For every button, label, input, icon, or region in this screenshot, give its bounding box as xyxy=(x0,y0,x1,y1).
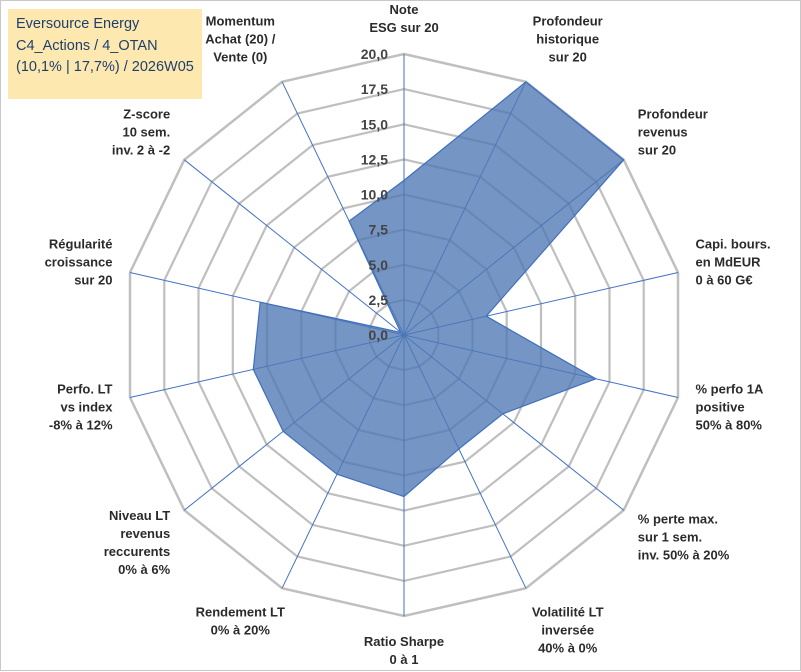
axis-label-11: Régularité croissance sur 20 xyxy=(45,237,113,288)
chart-title-box: Eversource Energy C4_Actions / 4_OTAN (1… xyxy=(8,9,202,99)
axis-label-line: Achat (20) / xyxy=(205,32,275,47)
axis-label-line: Niveau LT xyxy=(109,508,170,523)
axis-label-line: % perte max. xyxy=(638,512,718,527)
axis-label-line: Capi. bours. xyxy=(696,237,771,252)
series-area-0 xyxy=(253,82,623,497)
axis-label-line: croissance xyxy=(45,255,113,270)
radar-series xyxy=(253,82,624,497)
axis-label-3: Capi. bours. en MdEUR 0 à 60 G€ xyxy=(696,237,771,288)
tick-label: 17,5 xyxy=(361,81,388,97)
axis-label-5: % perte max. sur 1 sem. inv. 50% à 20% xyxy=(638,512,730,563)
tick-label: 7,5 xyxy=(369,222,389,238)
axis-label-6: Volatilité LT inversée 40% à 0% xyxy=(532,604,604,655)
axis-label-12: Z-score 10 sem. inv. 2 à -2 xyxy=(112,106,170,157)
chart-title-stats: (10,1% | 17,7%) / 2026W05 xyxy=(16,57,194,79)
axis-label-line: Z-score xyxy=(123,106,170,121)
tick-label: 12,5 xyxy=(361,151,388,167)
axis-label-10: Perfo. LT vs index -8% à 12% xyxy=(49,381,113,432)
axis-label-line: sur 20 xyxy=(549,50,587,65)
axis-label-0: Note ESG sur 20 xyxy=(369,2,438,35)
axis-label-line: -8% à 12% xyxy=(49,417,113,432)
axis-label-line: vs index xyxy=(60,399,113,414)
axis-label-line: sur 1 sem. xyxy=(638,530,702,545)
axis-label-line: 10 sem. xyxy=(122,124,170,139)
axis-label-line: Note xyxy=(390,2,419,17)
axis-label-line: Volatilité LT xyxy=(532,604,604,619)
axis-label-line: 0% à 20% xyxy=(211,622,271,637)
axis-label-8: Rendement LT 0% à 20% xyxy=(196,604,285,637)
axis-label-line: reccurents xyxy=(104,544,170,559)
axis-label-line: 0 à 60 G€ xyxy=(696,273,753,288)
axis-label-line: ESG sur 20 xyxy=(369,20,438,35)
tick-label: 2,5 xyxy=(369,292,389,308)
tick-label: 5,0 xyxy=(369,257,389,273)
axis-label-line: inv. 50% à 20% xyxy=(638,548,730,563)
axis-label-line: Ratio Sharpe xyxy=(364,634,444,649)
axis-label-line: Perfo. LT xyxy=(57,381,112,396)
axis-label-2: Profondeur revenus sur 20 xyxy=(638,106,708,157)
axis-label-line: 0% à 6% xyxy=(118,562,170,577)
axis-label-line: revenus xyxy=(120,526,170,541)
axis-label-7: Ratio Sharpe 0 à 1 xyxy=(364,634,444,667)
axis-label-line: Régularité xyxy=(49,237,113,252)
axis-label-line: 50% à 80% xyxy=(696,417,763,432)
axis-label-line: Vente (0) xyxy=(213,50,267,65)
tick-label: 0,0 xyxy=(369,327,389,343)
axis-label-line: Rendement LT xyxy=(196,604,285,619)
axis-label-line: inv. 2 à -2 xyxy=(112,142,170,157)
axis-label-line: Profondeur xyxy=(533,14,603,29)
radar-tick-labels: 0,0 2,5 5,0 7,5 10,0 12,5 15,0 17,5 20,0 xyxy=(361,46,388,343)
axis-label-line: revenus xyxy=(638,124,688,139)
chart-title-company: Eversource Energy xyxy=(16,14,194,36)
axis-label-line: sur 20 xyxy=(74,273,112,288)
tick-label: 20,0 xyxy=(361,46,388,62)
axis-label-line: Profondeur xyxy=(638,106,708,121)
axis-label-line: historique xyxy=(536,32,599,47)
axis-label-line: sur 20 xyxy=(638,142,676,157)
axis-label-line: 0 à 1 xyxy=(390,652,419,667)
axis-label-line: 40% à 0% xyxy=(538,640,598,655)
axis-label-9: Niveau LT revenus reccurents 0% à 6% xyxy=(104,508,171,577)
axis-label-line: en MdEUR xyxy=(696,255,762,270)
axis-label-line: positive xyxy=(696,399,745,414)
tick-label: 10,0 xyxy=(361,187,388,203)
axis-label-1: Profondeur historique sur 20 xyxy=(533,14,603,65)
chart-title-portfolio: C4_Actions / 4_OTAN xyxy=(16,36,194,58)
axis-label-4: % perfo 1A positive 50% à 80% xyxy=(696,381,765,432)
tick-label: 15,0 xyxy=(361,116,388,132)
axis-label-13: Momentum Achat (20) / Vente (0) xyxy=(205,14,275,65)
axis-label-line: % perfo 1A xyxy=(696,381,765,396)
axis-label-line: Momentum xyxy=(206,14,275,29)
axis-label-line: inversée xyxy=(541,622,594,637)
